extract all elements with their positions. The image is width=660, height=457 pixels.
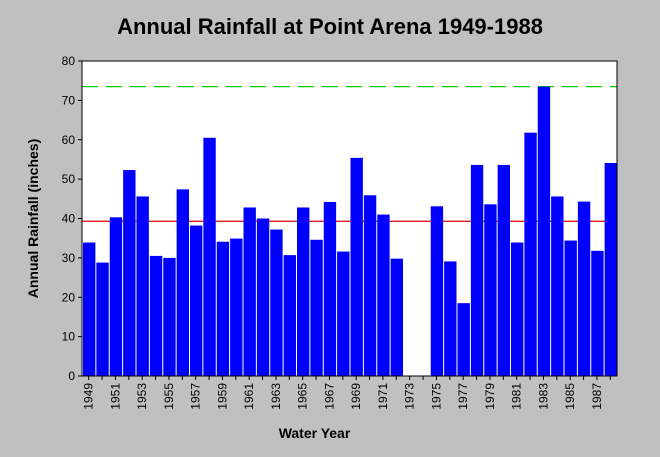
- y-tick-label: 10: [62, 330, 76, 344]
- bar-1985: [564, 240, 577, 376]
- x-tick-label: 1957: [189, 383, 203, 410]
- bar-1957: [190, 225, 203, 376]
- bar-1965: [297, 207, 310, 376]
- y-tick-label: 30: [62, 251, 76, 265]
- x-tick-label: 1973: [403, 383, 417, 410]
- bar-1955: [163, 257, 176, 376]
- bar-1987: [591, 250, 604, 376]
- bar-1972: [390, 258, 403, 376]
- bar-1956: [176, 189, 189, 376]
- x-tick-label: 1975: [429, 383, 443, 410]
- bar-1950: [96, 262, 109, 376]
- bar-1969: [350, 157, 363, 376]
- bar-1980: [497, 164, 510, 376]
- x-tick-label: 1985: [563, 383, 577, 410]
- y-tick-label: 0: [68, 369, 75, 383]
- x-tick-label: 1967: [322, 383, 336, 410]
- bar-1977: [457, 303, 470, 376]
- bar-1962: [256, 218, 270, 376]
- x-tick-label: 1955: [162, 383, 176, 410]
- x-axis-title: Water Year: [279, 425, 351, 441]
- bar-1953: [136, 196, 149, 376]
- bar-1979: [484, 204, 497, 376]
- bar-1966: [310, 239, 323, 376]
- x-tick-label: 1949: [82, 383, 96, 410]
- bar-1964: [283, 255, 296, 376]
- x-tick-label: 1963: [269, 383, 283, 410]
- y-tick-label: 20: [62, 290, 76, 304]
- y-tick-label: 40: [62, 212, 76, 226]
- bar-1954: [149, 255, 163, 376]
- bar-1952: [123, 170, 136, 376]
- bar-1949: [83, 242, 96, 376]
- bar-1975: [430, 206, 444, 376]
- x-tick-label: 1977: [456, 383, 470, 410]
- y-axis-title: Annual Rainfall (inches): [25, 139, 41, 298]
- bar-1978: [470, 164, 484, 376]
- x-tick-label: 1971: [376, 383, 390, 410]
- bar-1986: [577, 201, 591, 376]
- bar-1951: [109, 217, 123, 376]
- bar-1959: [216, 241, 230, 376]
- bar-1988: [604, 162, 617, 376]
- x-tick-label: 1969: [349, 383, 363, 410]
- bar-1961: [243, 207, 256, 376]
- x-tick-label: 1965: [296, 383, 310, 410]
- y-tick-label: 50: [62, 172, 76, 186]
- bar-1958: [203, 137, 216, 376]
- bar-1981: [511, 242, 524, 376]
- bar-1967: [323, 201, 337, 376]
- bar-1971: [377, 214, 390, 376]
- bar-1983: [537, 86, 551, 376]
- bar-1963: [270, 229, 283, 376]
- y-tick-label: 80: [62, 54, 76, 68]
- x-tick-label: 1961: [242, 383, 256, 410]
- bar-1976: [444, 261, 457, 376]
- x-tick-label: 1981: [510, 383, 524, 410]
- x-tick-label: 1979: [483, 383, 497, 410]
- x-tick-label: 1951: [108, 383, 122, 410]
- x-tick-label: 1983: [536, 383, 550, 410]
- bar-1968: [337, 251, 350, 376]
- bar-1984: [551, 196, 564, 376]
- y-tick-label: 70: [62, 93, 76, 107]
- bar-1970: [363, 195, 377, 376]
- x-tick-label: 1953: [135, 383, 149, 410]
- bar-1982: [524, 132, 537, 376]
- chart-title: Annual Rainfall at Point Arena 1949-1988: [117, 14, 543, 39]
- x-tick-label: 1959: [215, 383, 229, 410]
- x-tick-label: 1987: [590, 383, 604, 410]
- y-tick-label: 60: [62, 133, 76, 147]
- bar-1960: [230, 238, 243, 376]
